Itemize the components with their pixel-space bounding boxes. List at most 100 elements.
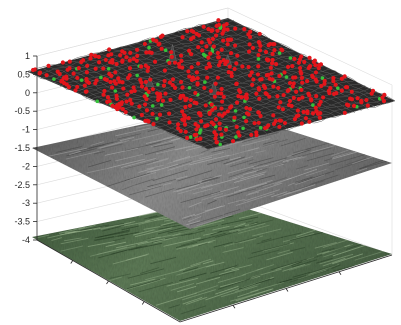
- texture-streak: [102, 225, 125, 232]
- peak-marker: [342, 110, 347, 115]
- peak-marker: [192, 100, 197, 105]
- peak-marker: [291, 95, 296, 101]
- peak-markers: [30, 18, 387, 145]
- peak-marker: [322, 81, 327, 86]
- texture-streak: [316, 244, 353, 256]
- texture-streak: [321, 247, 335, 253]
- peak-marker: [114, 93, 119, 98]
- peak-marker: [82, 83, 87, 88]
- texture-streak: [185, 296, 208, 305]
- texture-streak: [226, 146, 263, 157]
- peak-marker: [190, 75, 195, 80]
- texture-streak: [112, 237, 126, 242]
- texture-streak: [145, 163, 179, 174]
- peak-marker: [144, 50, 149, 55]
- texture-streak: [89, 246, 128, 257]
- texture-streak: [222, 247, 244, 253]
- texture-streak: [304, 162, 329, 171]
- valley-marker: [132, 115, 136, 120]
- texture-streak: [132, 132, 165, 141]
- peak-marker: [96, 54, 101, 59]
- peak-marker: [299, 54, 304, 59]
- peak-marker: [225, 27, 230, 32]
- texture-streak: [252, 164, 268, 170]
- peak-marker: [281, 92, 286, 98]
- texture-streak: [261, 238, 272, 242]
- texture-streak: [202, 176, 215, 181]
- peak-marker: [185, 29, 190, 34]
- peak-marker: [247, 107, 253, 112]
- texture-streak: [177, 183, 213, 195]
- peak-marker: [108, 60, 113, 65]
- z-tick-label: 1: [25, 51, 30, 61]
- peak-marker: [75, 84, 80, 90]
- peak-marker: [203, 103, 208, 108]
- peak-marker: [342, 74, 347, 79]
- texture-streak: [133, 229, 155, 236]
- peak-marker: [290, 84, 295, 89]
- peak-marker: [116, 76, 121, 81]
- texture-streak: [292, 156, 307, 161]
- peak-marker: [175, 122, 181, 127]
- texture-streak: [151, 239, 165, 243]
- texture-streak: [152, 169, 188, 182]
- peak-marker: [149, 50, 154, 55]
- texture-streak: [200, 149, 211, 153]
- texture-streak: [122, 184, 135, 191]
- texture-streak: [229, 220, 254, 227]
- peak-marker: [121, 86, 126, 91]
- peak-marker: [183, 129, 188, 134]
- peak-marker: [196, 45, 201, 50]
- texture-streak: [220, 285, 258, 298]
- peak-marker: [271, 113, 276, 118]
- peak-marker: [238, 89, 243, 95]
- peak-marker: [267, 76, 272, 81]
- peak-marker: [287, 98, 293, 104]
- texture-streak: [95, 141, 123, 150]
- peak-marker: [217, 126, 223, 131]
- peak-marker: [268, 65, 273, 70]
- surface-mesh-line: [177, 31, 349, 113]
- texture-streak: [134, 245, 148, 249]
- peak-marker: [107, 71, 112, 76]
- peak-marker: [256, 52, 261, 58]
- peak-marker: [108, 79, 113, 85]
- peak-marker: [258, 77, 263, 82]
- peak-marker: [117, 101, 122, 106]
- peak-marker: [263, 49, 269, 55]
- peak-marker: [167, 60, 172, 65]
- peak-marker: [213, 81, 218, 86]
- peak-marker: [334, 91, 339, 96]
- z-axis-ticks: 1 0.5 0 -0.5 -1 -1.5 -2 -2.5 -3 -3.5 -4: [14, 51, 37, 245]
- valley-marker: [201, 52, 206, 57]
- peak-marker: [142, 41, 148, 47]
- surface-mesh-line: [72, 37, 270, 91]
- texture-streak: [225, 155, 254, 166]
- texture-streak: [297, 269, 327, 280]
- peak-marker: [307, 55, 312, 60]
- texture-streak: [213, 189, 247, 200]
- peak-marker: [207, 111, 212, 116]
- texture-streak: [147, 178, 177, 188]
- peak-marker: [307, 119, 312, 124]
- peak-marker: [101, 92, 106, 97]
- peak-marker: [148, 77, 153, 82]
- peak-marker: [191, 29, 196, 34]
- peak-marker: [244, 92, 249, 97]
- peak-marker: [93, 81, 98, 86]
- texture-streak: [167, 227, 193, 234]
- front-bottom-edges: [36, 239, 393, 323]
- peak-marker: [30, 67, 36, 73]
- peak-marker: [314, 94, 319, 99]
- texture-streak: [180, 191, 221, 204]
- texture-streak: [266, 251, 293, 261]
- texture-streak: [176, 239, 216, 250]
- peak-marker: [124, 99, 129, 104]
- texture-streak: [210, 265, 238, 274]
- peak-marker: [215, 28, 220, 33]
- z-tick-label: 0: [25, 88, 30, 98]
- texture-streak: [93, 236, 115, 241]
- texture-streak: [249, 221, 259, 226]
- peak-marker: [381, 99, 387, 104]
- texture-streak: [354, 250, 384, 261]
